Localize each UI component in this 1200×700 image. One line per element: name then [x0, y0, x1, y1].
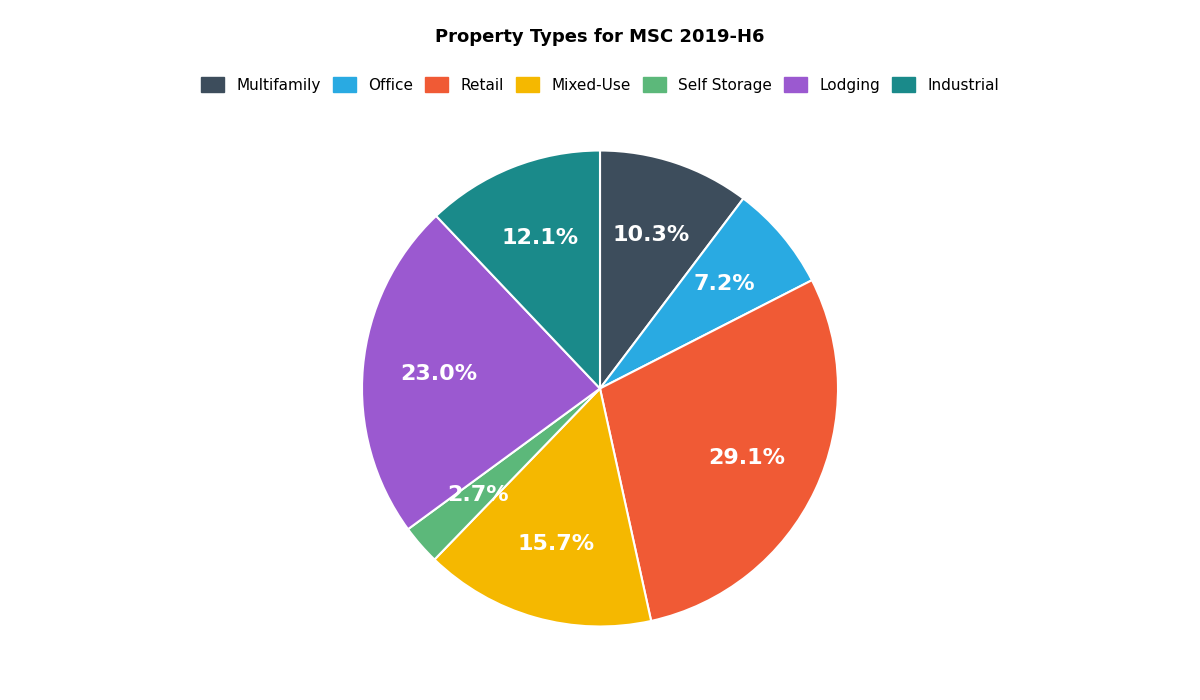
Wedge shape [600, 199, 812, 388]
Text: 7.2%: 7.2% [694, 274, 755, 295]
Wedge shape [362, 216, 600, 529]
Wedge shape [436, 150, 600, 389]
Text: 15.7%: 15.7% [517, 534, 594, 554]
Wedge shape [434, 389, 652, 626]
Text: Property Types for MSC 2019-H6: Property Types for MSC 2019-H6 [436, 28, 764, 46]
Wedge shape [600, 150, 743, 389]
Text: 2.7%: 2.7% [448, 485, 509, 505]
Text: 10.3%: 10.3% [613, 225, 690, 245]
Wedge shape [600, 280, 838, 621]
Text: 23.0%: 23.0% [401, 364, 478, 384]
Wedge shape [408, 389, 600, 559]
Text: 29.1%: 29.1% [708, 447, 785, 468]
Legend: Multifamily, Office, Retail, Mixed-Use, Self Storage, Lodging, Industrial: Multifamily, Office, Retail, Mixed-Use, … [194, 71, 1006, 99]
Text: 12.1%: 12.1% [502, 228, 578, 248]
